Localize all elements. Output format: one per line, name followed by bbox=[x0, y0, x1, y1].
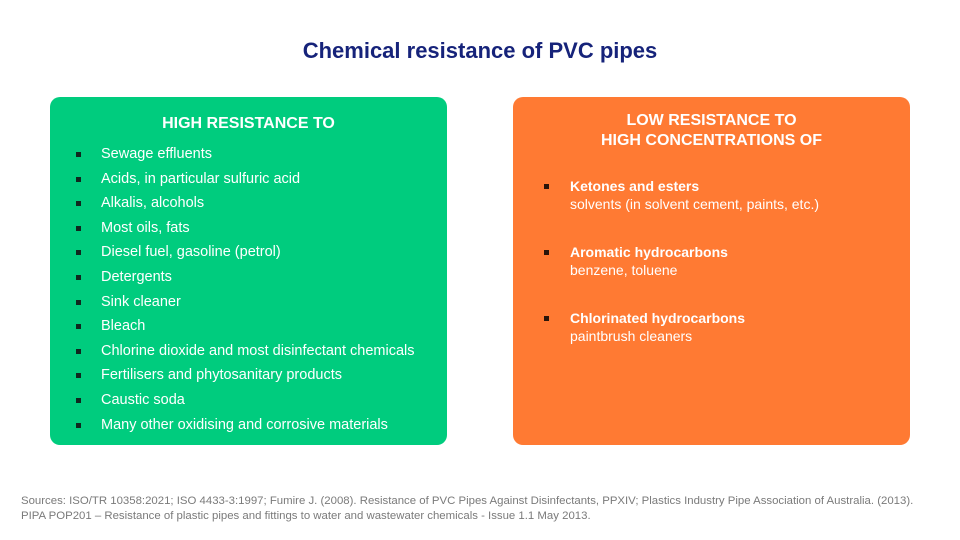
list-item: Caustic soda bbox=[50, 390, 447, 415]
list-item: Aromatic hydrocarbons benzene, toluene bbox=[513, 243, 910, 279]
bullet-square-icon bbox=[76, 299, 81, 305]
list-item: Ketones and esters solvents (in solvent … bbox=[513, 177, 910, 213]
bullet-square-icon bbox=[76, 373, 81, 379]
list-item: Acids, in particular sulfuric acid bbox=[50, 169, 447, 194]
list-item: Most oils, fats bbox=[50, 218, 447, 243]
list-item-label: Sink cleaner bbox=[101, 293, 181, 310]
sources-footnote: Sources: ISO/TR 10358:2021; ISO 4433-3:1… bbox=[21, 495, 914, 522]
bullet-square-icon bbox=[544, 184, 549, 189]
chemical-name: Ketones and esters bbox=[570, 178, 700, 194]
bullet-square-icon bbox=[76, 348, 81, 354]
list-item: Bleach bbox=[50, 316, 447, 341]
list-item-label: Caustic soda bbox=[101, 391, 185, 408]
bullet-square-icon bbox=[76, 176, 81, 182]
list-item-label: Alkalis, alcohols bbox=[101, 195, 205, 212]
bullet-square-icon bbox=[76, 250, 81, 256]
heading-line: LOW RESISTANCE TO bbox=[626, 112, 797, 129]
list-item-label: Many other oxidising and corrosive mater… bbox=[101, 416, 388, 433]
page-title: Chemical resistance of PVC pipes bbox=[302, 38, 658, 63]
bullet-square-icon bbox=[76, 397, 81, 403]
list-item: Chlorinated hydrocarbons paintbrush clea… bbox=[513, 309, 910, 345]
list-item: Alkalis, alcohols bbox=[50, 193, 447, 218]
list-item: Diesel fuel, gasoline (petrol) bbox=[50, 242, 447, 267]
list-item-label: Diesel fuel, gasoline (petrol) bbox=[101, 244, 281, 261]
chemical-description: paintbrush cleaners bbox=[570, 328, 693, 344]
list-item: Chlorine dioxide and most disinfectant c… bbox=[50, 341, 447, 366]
list-item-label: Acids, in particular sulfuric acid bbox=[101, 170, 301, 187]
list-item: Detergents bbox=[50, 267, 447, 292]
list-item: Sink cleaner bbox=[50, 292, 447, 317]
low-resistance-card: LOW RESISTANCE TO HIGH CONCENTRATIONS OF… bbox=[513, 97, 910, 445]
high-resistance-card: HIGH RESISTANCE TO Sewage effluents Acid… bbox=[50, 97, 447, 445]
bullet-square-icon bbox=[76, 274, 81, 280]
chemical-description: benzene, toluene bbox=[570, 262, 678, 278]
list-item-label: Sewage effluents bbox=[101, 146, 212, 162]
list-item: Sewage effluents bbox=[50, 144, 447, 169]
list-item-label: Chlorine dioxide and most disinfectant c… bbox=[101, 342, 415, 359]
bullet-square-icon bbox=[544, 250, 549, 255]
bullet-square-icon bbox=[76, 324, 81, 330]
bullet-square-icon bbox=[76, 422, 81, 428]
list-item: Fertilisers and phytosanitary products bbox=[50, 365, 447, 390]
list-item-label: Fertilisers and phytosanitary products bbox=[101, 367, 342, 384]
chemical-description: solvents (in solvent cement, paints, etc… bbox=[570, 196, 819, 212]
list-item-label: Most oils, fats bbox=[101, 219, 190, 236]
low-resistance-list: Ketones and esters solvents (in solvent … bbox=[513, 177, 910, 345]
heading-line: HIGH CONCENTRATIONS OF bbox=[600, 132, 823, 149]
low-resistance-heading: LOW RESISTANCE TO HIGH CONCENTRATIONS OF bbox=[513, 111, 910, 151]
high-resistance-heading: HIGH RESISTANCE TO bbox=[162, 115, 335, 132]
chemical-name: Aromatic hydrocarbons bbox=[570, 244, 728, 260]
bullet-square-icon bbox=[76, 152, 81, 157]
list-item-label: Bleach bbox=[101, 318, 146, 335]
list-item: Many other oxidising and corrosive mater… bbox=[50, 415, 447, 440]
bullet-square-icon bbox=[544, 316, 549, 321]
bullet-square-icon bbox=[76, 201, 81, 207]
bullet-square-icon bbox=[76, 225, 81, 231]
high-resistance-list: Sewage effluents Acids, in particular su… bbox=[50, 144, 447, 439]
list-item-label: Detergents bbox=[101, 268, 172, 285]
chemical-name: Chlorinated hydrocarbons bbox=[570, 310, 746, 326]
